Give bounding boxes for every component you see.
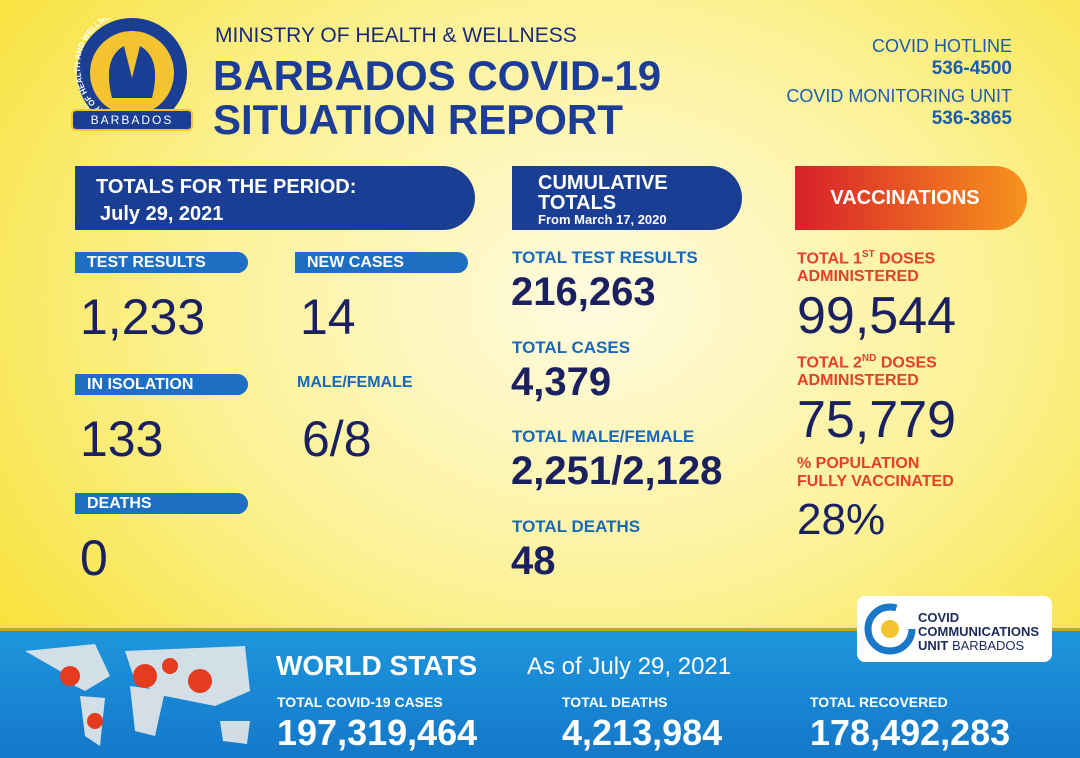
cumulative-title: TOTALS [538, 192, 617, 214]
label-line: ADMINISTERED [797, 372, 919, 390]
logo-banner-text: BARBADOS [91, 113, 174, 127]
title: BARBADOS COVID-19 [213, 52, 662, 99]
label-part: TOTAL 1 [797, 250, 862, 268]
contact-number: 536-4500 [931, 58, 1012, 79]
cumulative-value: 216,263 [511, 270, 656, 314]
stat-label: NEW CASES [295, 252, 468, 273]
cumulative-label: TOTAL TEST RESULTS [512, 248, 698, 267]
vaccinations-banner [795, 166, 1027, 230]
stat-value: 6/8 [302, 411, 372, 467]
period-banner [75, 166, 475, 230]
cumulative-label: TOTAL CASES [512, 337, 631, 357]
label-line: % POPULATION [797, 455, 954, 473]
label-line: ADMINISTERED [797, 268, 919, 286]
cumulative-title: CUMULATIVE [538, 172, 668, 194]
stat-label: IN ISOLATION [75, 374, 248, 395]
vaccination-label: % POPULATION FULLY VACCINATED [797, 455, 954, 491]
world-value: 197,319,464 [277, 712, 478, 753]
cumulative-label: TOTAL DEATHS [512, 516, 641, 536]
contact-label: COVID MONITORING UNIT [786, 86, 1012, 106]
world-label: TOTAL COVID-19 CASES [277, 694, 443, 710]
label-part: DOSES [879, 250, 936, 268]
stat-value: 1,233 [80, 289, 206, 345]
cumulative-value: 2,251/2,128 [511, 449, 723, 493]
label-part: DOSES [880, 354, 937, 372]
vaccinations-title: VACCINATIONS [830, 187, 980, 209]
title: SITUATION REPORT [213, 96, 623, 143]
period-date: July 29, 2021 [100, 203, 224, 225]
comms-text: COVID COMMUNICATIONS UNIT BARBADOS [918, 611, 1039, 653]
stat-value: 133 [80, 411, 164, 467]
world-map [25, 644, 250, 746]
label-part: ST [861, 249, 875, 260]
world-value: 178,492,283 [810, 712, 1011, 753]
world-label: TOTAL RECOVERED [810, 694, 948, 710]
label-line: TOTAL 1ST DOSES [797, 246, 935, 268]
comms-line: UNIT BARBADOS [918, 639, 1039, 653]
label-line: TOTAL 2ND DOSES [797, 350, 937, 372]
comms-line: COVID [918, 610, 960, 625]
label-part: TOTAL 2 [797, 354, 862, 372]
world-title: WORLD STATS [276, 650, 478, 681]
world-value: 4,213,984 [562, 712, 723, 753]
cumulative-banner [512, 166, 742, 230]
vaccination-value: 99,544 [797, 287, 957, 345]
vaccination-value: 28% [797, 495, 886, 544]
cumulative-label: TOTAL MALE/FEMALE [512, 427, 695, 446]
world-label: TOTAL DEATHS [562, 694, 668, 710]
cumulative-value: 48 [511, 538, 556, 583]
comms-icon [864, 603, 916, 655]
stat-label: MALE/FEMALE [297, 374, 413, 391]
comms-line: COMMUNICATIONS [918, 624, 1040, 639]
vaccination-value: 75,779 [797, 391, 957, 449]
stat-label: DEATHS [75, 493, 248, 514]
vaccination-label: TOTAL 2ND DOSES ADMINISTERED [797, 350, 937, 390]
cumulative-value: 4,379 [511, 359, 612, 404]
period-title: TOTALS FOR THE PERIOD: [96, 176, 357, 198]
cumulative-since: From March 17, 2020 [538, 212, 667, 227]
stat-label: TEST RESULTS [75, 252, 248, 273]
label-part: % POPULATION [797, 455, 920, 472]
comms-unit: UNIT [918, 638, 949, 653]
ministry: MINISTRY OF HEALTH & WELLNESS [215, 24, 577, 47]
ministry-logo: MINISTRY OF HEALTH AND WELLNESS BARBADOS [71, 18, 193, 131]
world-as-of: As of July 29, 2021 [527, 653, 732, 680]
comms-place: BARBADOS [951, 638, 1025, 653]
label-line: FULLY VACCINATED [797, 473, 954, 490]
stat-value: 0 [80, 530, 108, 586]
vaccination-label: TOTAL 1ST DOSES ADMINISTERED [797, 246, 935, 286]
stat-value: 14 [300, 289, 356, 345]
contact-number: 536-3865 [931, 108, 1012, 129]
contact-label: COVID HOTLINE [871, 36, 1012, 56]
label-part: ND [861, 353, 877, 364]
